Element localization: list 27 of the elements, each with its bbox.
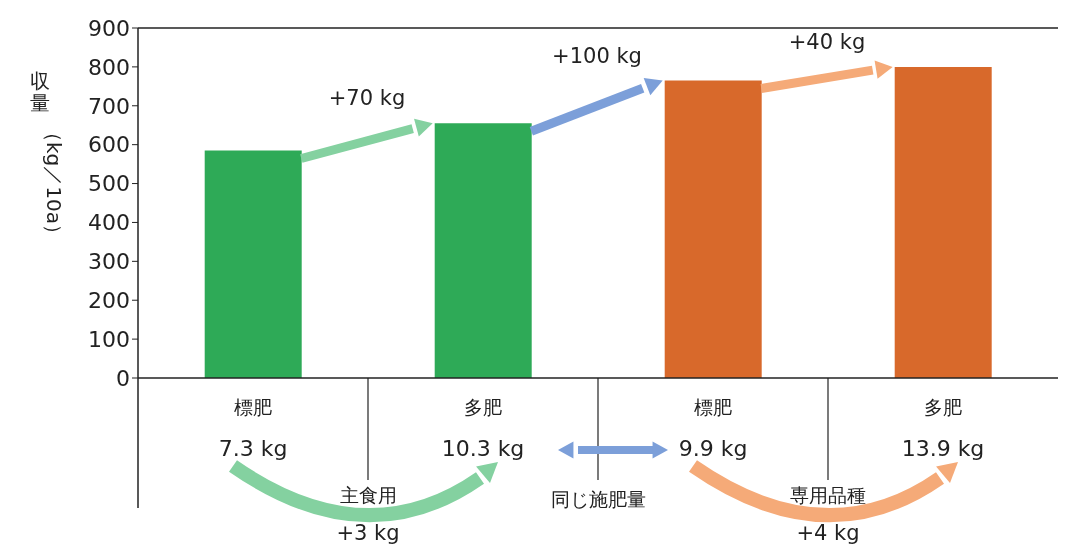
x-tick-label: 多肥 13.9 kg (901, 396, 985, 461)
x-tick-label: 標肥 9.9 kg (678, 396, 748, 461)
y-tick-label: 100 (88, 326, 130, 352)
text: 同じ施肥量 (550, 488, 646, 510)
x-tick-label: 標肥 7.3 kg (218, 396, 288, 461)
bar (894, 66, 992, 378)
text: +4 kg (796, 521, 860, 545)
bar (434, 123, 532, 378)
y-tick-label: 200 (88, 288, 130, 314)
y-tick-label: 400 (88, 210, 130, 236)
y-tick-label: 600 (88, 132, 130, 158)
y-tick-label: 300 (88, 249, 130, 275)
y-axis-title: 収量（kg／10a） (30, 69, 66, 244)
annotation: +40 kg (788, 29, 866, 54)
text: 主食用 (339, 484, 397, 506)
y-tick-label: 700 (88, 93, 130, 119)
y-tick-label: 900 (88, 15, 130, 41)
bar (204, 150, 302, 378)
text: +3 kg (336, 521, 400, 545)
x-tick-label: 多肥 10.3 kg (441, 396, 525, 461)
y-tick-label: 800 (88, 54, 130, 80)
text: 専用品種 (790, 484, 866, 506)
annotation: +100 kg (552, 43, 642, 68)
y-tick-label: 0 (116, 365, 130, 391)
bar (664, 80, 762, 378)
y-tick-label: 500 (88, 171, 130, 197)
annotation: +70 kg (328, 86, 406, 111)
